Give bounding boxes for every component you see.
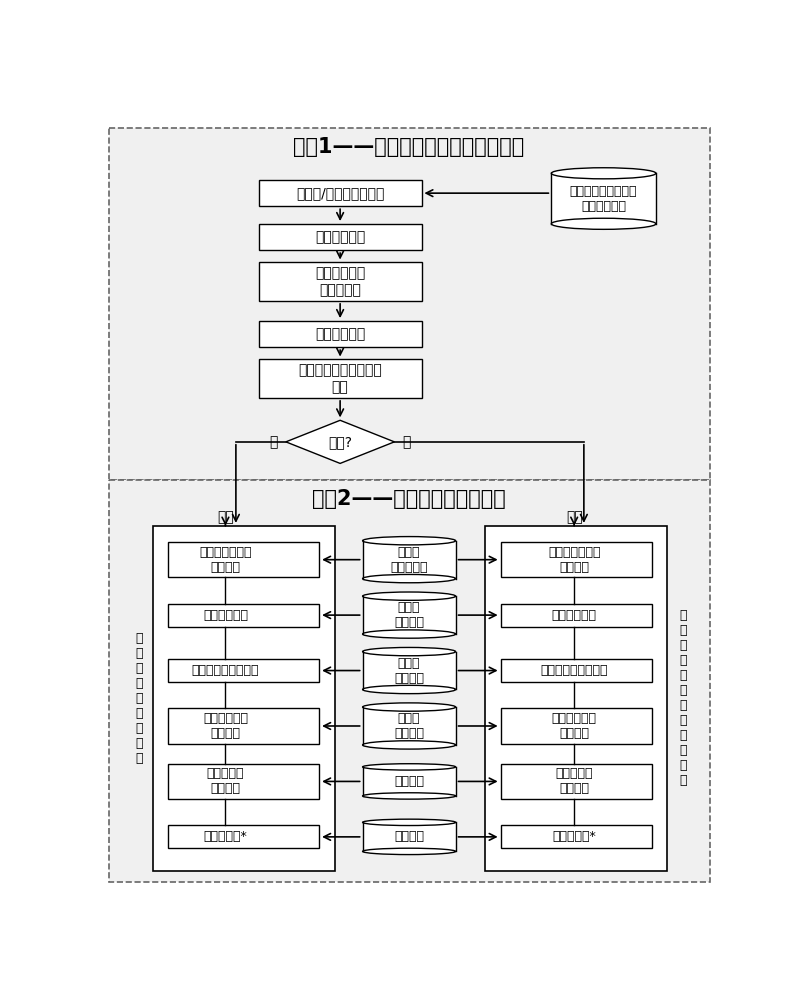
Text: 是: 是 [403, 435, 411, 449]
Bar [500, 542, 652, 577]
Text: 标准件库: 标准件库 [394, 775, 424, 788]
Bar [363, 596, 455, 634]
Bar [259, 262, 422, 301]
Bar [109, 480, 710, 882]
Ellipse shape [363, 592, 455, 600]
Text: 调入夹板模板
（可选）: 调入夹板模板 （可选） [203, 712, 248, 740]
Text: 根据支腿数量
选择参考面: 根据支腿数量 选择参考面 [315, 267, 365, 297]
Bar [109, 128, 710, 480]
Ellipse shape [363, 574, 455, 583]
Ellipse shape [363, 764, 455, 770]
Bar [363, 707, 455, 745]
Text: 调入夹环零件: 调入夹环零件 [203, 609, 248, 622]
Bar [551, 173, 656, 224]
Text: 紧固件库: 紧固件库 [394, 830, 424, 843]
Ellipse shape [363, 793, 455, 799]
Text: 调入夹板模板
（可选）: 调入夹板模板 （可选） [551, 712, 597, 740]
Bar [485, 526, 667, 871]
Text: 调入夹环模板: 调入夹环模板 [551, 609, 597, 622]
Bar [259, 359, 422, 398]
Bar [259, 321, 422, 347]
Bar [259, 224, 422, 250]
Bar [500, 604, 652, 627]
Bar [168, 542, 319, 577]
Ellipse shape [363, 630, 455, 638]
Bar [168, 708, 319, 744]
Ellipse shape [363, 685, 455, 694]
Bar [500, 825, 652, 848]
Bar [259, 180, 422, 206]
Text: 调入紧固件*: 调入紧固件* [552, 830, 596, 843]
Bar [363, 767, 455, 796]
Ellipse shape [363, 647, 455, 656]
Text: 重组: 重组 [217, 510, 234, 524]
Text: 调入隔振垫模板
（可选）: 调入隔振垫模板 （可选） [548, 546, 600, 574]
Text: 元件库
（夹板）: 元件库 （夹板） [394, 712, 424, 740]
Ellipse shape [363, 703, 455, 711]
Text: 调入隔振器
（可选）: 调入隔振器 （可选） [207, 767, 244, 795]
Bar [500, 659, 652, 682]
Text: 多管?: 多管? [328, 435, 352, 449]
Text: 基于上下文的技术设
计模板泛型库: 基于上下文的技术设 计模板泛型库 [570, 185, 638, 213]
Bar [168, 764, 319, 799]
Text: 调入支吊架支架模板: 调入支吊架支架模板 [540, 664, 608, 677]
Bar [168, 659, 319, 682]
Text: 调入支吊架支架模板: 调入支吊架支架模板 [192, 664, 259, 677]
Text: 单
管
支
架
（
含
风
管
）: 单 管 支 架 （ 含 风 管 ） [135, 632, 142, 765]
Text: 选择支架方向: 选择支架方向 [315, 230, 365, 244]
Text: 步骤1——管子支吊架骨架模型预布置: 步骤1——管子支吊架骨架模型预布置 [293, 137, 525, 157]
Bar [168, 604, 319, 627]
Text: 选择单根管子: 选择单根管子 [315, 327, 365, 341]
Text: 否: 否 [269, 435, 278, 449]
Ellipse shape [551, 168, 656, 179]
Bar [153, 526, 335, 871]
Bar [500, 708, 652, 744]
Bar [363, 541, 455, 579]
Ellipse shape [363, 819, 455, 826]
Bar [168, 825, 319, 848]
Text: 调入单/多管支吊架骨架: 调入单/多管支吊架骨架 [296, 186, 384, 200]
Ellipse shape [551, 218, 656, 229]
Bar [363, 652, 455, 689]
Bar [363, 822, 455, 851]
Ellipse shape [363, 537, 455, 545]
Ellipse shape [363, 848, 455, 855]
Text: 调入隔振垫零件
（可选）: 调入隔振垫零件 （可选） [199, 546, 252, 574]
Ellipse shape [363, 741, 455, 749]
Text: 重组: 重组 [566, 510, 582, 524]
Text: 元件库
（支架）: 元件库 （支架） [394, 657, 424, 685]
Text: 步骤2——管子支吊架模型重组: 步骤2——管子支吊架模型重组 [312, 489, 506, 509]
Text: 两
管
或
多
管
支
架
（
含
风
管
）: 两 管 或 多 管 支 架 （ 含 风 管 ） [679, 609, 686, 787]
Text: 调入隔振器
（可选）: 调入隔振器 （可选） [555, 767, 593, 795]
Text: 调入紧固件*: 调入紧固件* [204, 830, 248, 843]
Polygon shape [286, 420, 395, 463]
Text: 在骨架中定义单根管子
参考: 在骨架中定义单根管子 参考 [298, 364, 382, 394]
Bar [500, 764, 652, 799]
Text: 元件库
（夹环）: 元件库 （夹环） [394, 601, 424, 629]
Text: 元件库
（隔振垫）: 元件库 （隔振垫） [391, 546, 427, 574]
